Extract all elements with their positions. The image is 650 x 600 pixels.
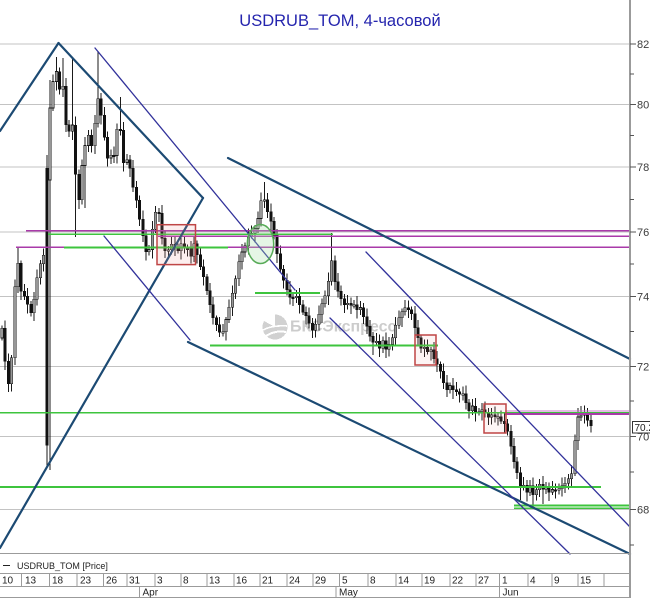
svg-text:68: 68	[637, 505, 649, 517]
svg-text:Jun: Jun	[503, 588, 519, 599]
svg-text:24: 24	[289, 576, 301, 587]
svg-text:22: 22	[452, 576, 464, 587]
svg-text:15: 15	[580, 576, 592, 587]
svg-text:USDRUB_TOM [Price]: USDRUB_TOM [Price]	[17, 561, 108, 571]
svg-text:70: 70	[637, 432, 649, 444]
svg-text:9: 9	[554, 576, 560, 587]
svg-text:13: 13	[25, 576, 37, 587]
svg-text:Apr: Apr	[143, 588, 159, 599]
svg-text:76: 76	[637, 227, 649, 239]
svg-text:29: 29	[315, 576, 327, 587]
svg-text:13: 13	[209, 576, 221, 587]
svg-text:10: 10	[2, 576, 14, 587]
svg-text:23: 23	[80, 576, 92, 587]
svg-text:USDRUB_TOM, 4-часовой: USDRUB_TOM, 4-часовой	[239, 12, 440, 30]
svg-text:18: 18	[52, 576, 64, 587]
svg-text:27: 27	[478, 576, 490, 587]
svg-text:72: 72	[637, 362, 649, 374]
svg-text:82: 82	[637, 39, 649, 51]
svg-text:1: 1	[502, 576, 508, 587]
svg-text:3: 3	[157, 576, 163, 587]
svg-text:14: 14	[398, 576, 410, 587]
svg-text:8: 8	[370, 576, 376, 587]
svg-text:80: 80	[637, 100, 649, 112]
svg-text:8: 8	[183, 576, 189, 587]
svg-text:4: 4	[530, 576, 536, 587]
svg-text:74: 74	[637, 292, 649, 304]
svg-text:26: 26	[106, 576, 118, 587]
svg-text:16: 16	[236, 576, 248, 587]
svg-text:May: May	[339, 588, 358, 599]
svg-text:21: 21	[262, 576, 274, 587]
svg-text:70.24: 70.24	[635, 423, 650, 434]
svg-text:31: 31	[129, 576, 141, 587]
svg-text:5: 5	[342, 576, 348, 587]
svg-text:19: 19	[424, 576, 436, 587]
svg-text:78: 78	[637, 162, 649, 174]
